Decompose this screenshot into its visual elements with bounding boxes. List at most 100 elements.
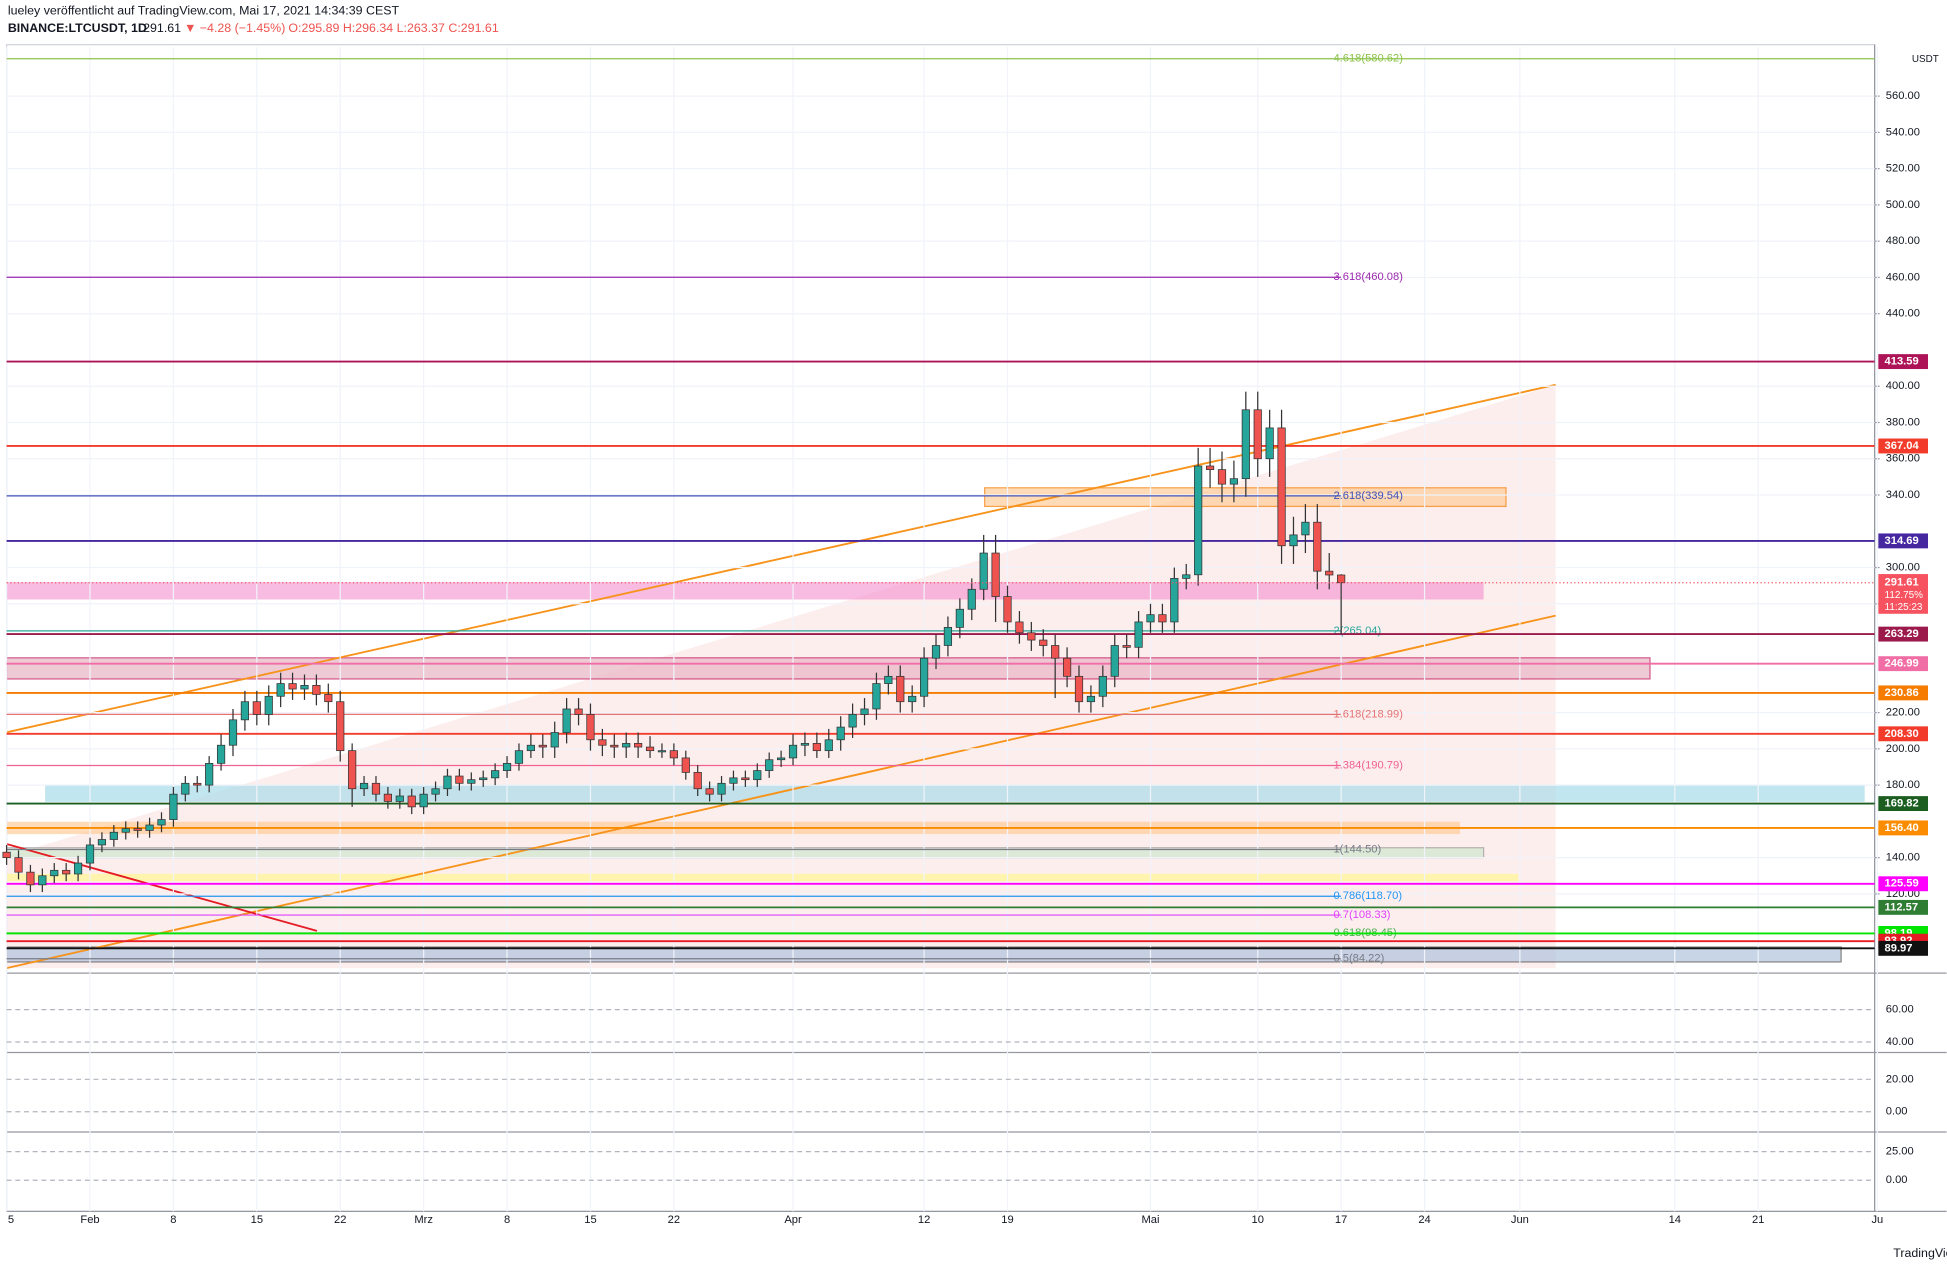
candle-body [467, 779, 476, 784]
pane-tick-label: 20.00 [1886, 1073, 1914, 1085]
candle-body [205, 762, 214, 786]
fib-label: 0.5(84.22) [1333, 953, 1384, 965]
candle-body [109, 831, 118, 840]
candle-body [181, 782, 190, 795]
level-label: 413.59 [1885, 356, 1919, 368]
candle-body [598, 739, 607, 746]
y-tick-label: 560.00 [1886, 90, 1920, 102]
trend-line [6, 843, 318, 932]
candle-body [1170, 578, 1179, 623]
candle-body [1003, 596, 1012, 623]
x-tick-label: 19 [1001, 1214, 1013, 1226]
candle-body [431, 788, 440, 795]
level-box [1878, 820, 1928, 836]
current-percent: 112.75% [1885, 590, 1924, 601]
candle-body [979, 552, 988, 590]
y-tick-label: 200.00 [1886, 743, 1920, 755]
level-label: 156.40 [1885, 822, 1919, 834]
level-label: 246.99 [1885, 658, 1919, 670]
candle-body [693, 772, 702, 790]
candle-body [50, 869, 59, 877]
candle-body [896, 675, 905, 703]
candle-body [967, 588, 976, 610]
pane-tick-label: 40.00 [1886, 1036, 1914, 1048]
candle-body [455, 775, 464, 784]
pane-tick-label: 0.00 [1886, 1174, 1908, 1186]
level-box [1878, 940, 1928, 956]
candle-body [765, 759, 774, 771]
y-tick-label: 180.00 [1886, 779, 1920, 791]
candle-body [2, 851, 11, 859]
candle-body [514, 750, 524, 764]
candle-body [97, 839, 107, 846]
candle-body [383, 793, 392, 802]
pane-tick-label: 0.00 [1886, 1106, 1908, 1118]
zone [6, 873, 1519, 882]
y-tick-label: 500.00 [1886, 199, 1920, 211]
candle-body [1194, 465, 1203, 576]
candle-body [169, 793, 178, 820]
candle-body [1325, 570, 1334, 576]
candle-body [1098, 675, 1107, 697]
axis-unit: USDT [1912, 54, 1939, 65]
candle-body [276, 683, 285, 697]
candle-body [657, 750, 667, 753]
x-tick-label: 12 [918, 1214, 930, 1226]
candle-body [645, 746, 655, 752]
x-tick-label: 22 [668, 1214, 680, 1226]
level-box [1878, 796, 1928, 812]
candle-body [741, 777, 750, 781]
symbol: BINANCE:LTCUSDT, 1D [8, 21, 147, 35]
candle-body [705, 788, 714, 795]
candle-body [788, 744, 798, 759]
candle-body [1146, 614, 1155, 623]
y-tick-label: 380.00 [1886, 416, 1920, 428]
zone [6, 582, 1484, 600]
candle-body [443, 775, 452, 790]
candle-body [943, 626, 953, 646]
y-tick-label: 440.00 [1886, 308, 1920, 320]
candle-body [1158, 614, 1167, 623]
x-tick-label: 15 [251, 1214, 263, 1226]
x-tick-label: 10 [1252, 1214, 1264, 1226]
candle-body [133, 828, 142, 831]
candle-body [502, 762, 512, 771]
level-box [1878, 626, 1928, 642]
y-tick-label: 480.00 [1886, 235, 1920, 247]
candle-body [1289, 534, 1298, 547]
level-label: 98.19 [1885, 927, 1913, 939]
candle-body [848, 714, 857, 728]
candle-body [121, 828, 130, 833]
level-box [1878, 656, 1928, 672]
level-label: 208.30 [1885, 728, 1919, 740]
candle-body [240, 701, 250, 721]
fib-label: 1(144.50) [1333, 843, 1381, 855]
x-tick-label: 14 [1669, 1214, 1681, 1226]
candle-body [228, 719, 238, 746]
y-tick-label: 300.00 [1886, 561, 1920, 573]
candle-body [264, 695, 273, 715]
level-box [1878, 876, 1928, 892]
candle-body [884, 675, 893, 684]
level-box [1878, 354, 1928, 370]
candle-body [145, 824, 154, 831]
candle-body [26, 871, 35, 886]
level-label: 314.69 [1885, 535, 1919, 547]
candle-body [800, 743, 810, 746]
candle-body [1217, 469, 1227, 485]
x-tick-label: Apr [784, 1214, 802, 1226]
candle-body [1122, 645, 1131, 648]
candle-body [836, 726, 845, 741]
candle-body [1301, 521, 1310, 536]
fib-label: 1.384(190.79) [1333, 760, 1403, 772]
candle-body [717, 782, 726, 795]
pane-tick-label: 25.00 [1886, 1146, 1914, 1158]
candle-body [1337, 574, 1346, 584]
candle-body [252, 701, 261, 715]
candle-body [348, 750, 357, 790]
x-tick-label: 17 [1335, 1214, 1347, 1226]
candle-body [550, 732, 559, 748]
current-price-label: 291.61 [1885, 577, 1919, 589]
